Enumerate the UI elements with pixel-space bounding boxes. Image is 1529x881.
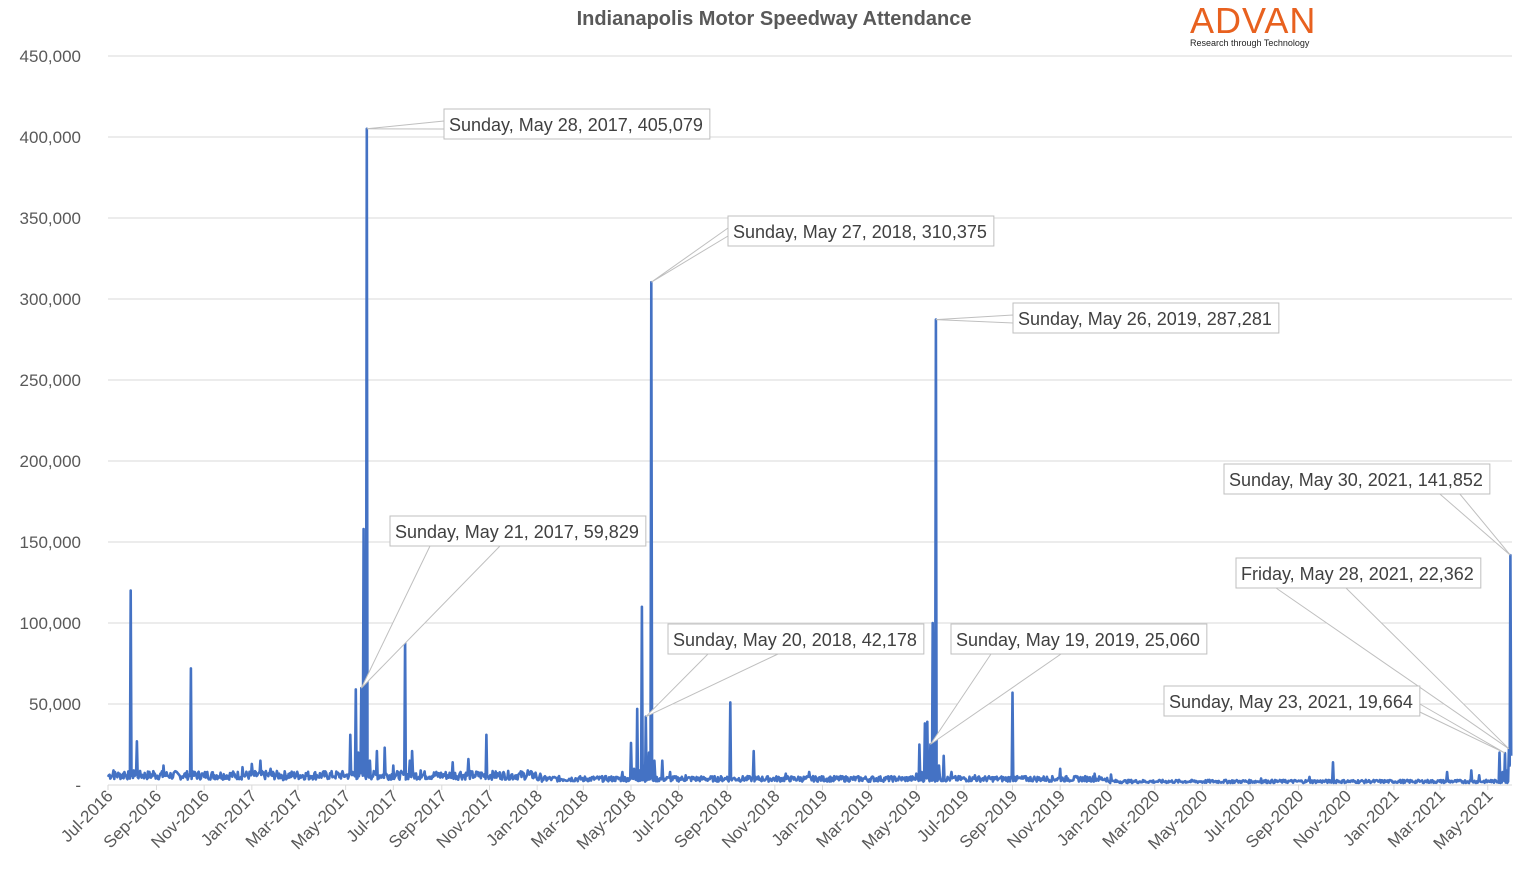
y-tick-label: 200,000 bbox=[20, 452, 81, 471]
callout-label: Sunday, May 26, 2019, 287,281 bbox=[1018, 309, 1272, 329]
x-axis-ticks: Jul-2016Sep-2016Nov-2016Jan-2017Mar-2017… bbox=[57, 785, 1497, 853]
callout-label: Sunday, May 30, 2021, 141,852 bbox=[1229, 470, 1483, 490]
y-tick-label: 350,000 bbox=[20, 209, 81, 228]
y-axis-ticks: - 50,000 100,000 150,000 200,000 250,000 300,0… bbox=[20, 47, 81, 795]
callout-box bbox=[1012, 302, 1280, 334]
callout: Friday, May 28, 2021, 22,362 bbox=[1235, 557, 1510, 750]
callout-box bbox=[950, 623, 1208, 655]
callout: Sunday, May 26, 2019, 287,281 bbox=[935, 302, 1280, 334]
callout-pointer bbox=[651, 227, 729, 283]
callout-pointer bbox=[935, 314, 1014, 324]
callout-pointer bbox=[1438, 493, 1511, 556]
logo-tagline: Research through Technology bbox=[1190, 38, 1310, 48]
chart-title: Indianapolis Motor Speedway Attendance bbox=[576, 8, 972, 30]
callout-pointer bbox=[645, 653, 779, 718]
callout-pointer bbox=[360, 545, 502, 689]
callout-pointer bbox=[366, 120, 445, 130]
callout-box bbox=[1163, 685, 1421, 717]
callout: Sunday, May 20, 2018, 42,178 bbox=[645, 623, 925, 718]
callout: Sunday, May 27, 2018, 310,375 bbox=[651, 215, 995, 283]
y-tick-label: 100,000 bbox=[20, 614, 81, 633]
gridlines bbox=[108, 55, 1512, 786]
series-layer bbox=[106, 127, 1513, 785]
callout-box bbox=[667, 623, 925, 655]
callouts-layer: Sunday, May 28, 2017, 405,079 Sunday, May… bbox=[360, 108, 1511, 754]
callout: Sunday, May 19, 2019, 25,060 bbox=[929, 623, 1208, 745]
y-tick-label: 300,000 bbox=[20, 290, 81, 309]
y-tick-label: 150,000 bbox=[20, 533, 81, 552]
callout-label: Sunday, May 27, 2018, 310,375 bbox=[733, 222, 987, 242]
callout-label: Sunday, May 21, 2017, 59,829 bbox=[395, 522, 639, 542]
y-tick-label: 50,000 bbox=[29, 695, 81, 714]
callout-label: Sunday, May 19, 2019, 25,060 bbox=[956, 630, 1200, 650]
callout-box bbox=[727, 215, 995, 247]
logo-wordmark: ADVAN bbox=[1190, 0, 1317, 41]
callout-pointer bbox=[1274, 587, 1510, 750]
callout-label: Sunday, May 28, 2017, 405,079 bbox=[449, 115, 703, 135]
callout-box bbox=[1223, 463, 1491, 495]
callout: Sunday, May 28, 2017, 405,079 bbox=[366, 108, 711, 140]
callout-box bbox=[1235, 557, 1482, 589]
y-tick-label: 250,000 bbox=[20, 371, 81, 390]
y-tick-label: 400,000 bbox=[20, 128, 81, 147]
callout: Sunday, May 21, 2017, 59,829 bbox=[360, 515, 647, 689]
callout: Sunday, May 30, 2021, 141,852 bbox=[1223, 463, 1511, 556]
callout-label: Sunday, May 23, 2021, 19,664 bbox=[1169, 692, 1413, 712]
callout-box bbox=[389, 515, 647, 547]
callout-pointer bbox=[929, 653, 1063, 745]
attendance-series-line bbox=[106, 127, 1513, 785]
y-tick-label: - bbox=[75, 776, 81, 795]
callout: Sunday, May 23, 2021, 19,664 bbox=[1163, 685, 1506, 754]
callout-label: Friday, May 28, 2021, 22,362 bbox=[1241, 564, 1474, 584]
callout-label: Sunday, May 20, 2018, 42,178 bbox=[673, 630, 917, 650]
callout-box bbox=[443, 108, 711, 140]
y-tick-label: 450,000 bbox=[20, 47, 81, 66]
advan-logo: ADVAN Research through Technology bbox=[1190, 0, 1340, 49]
